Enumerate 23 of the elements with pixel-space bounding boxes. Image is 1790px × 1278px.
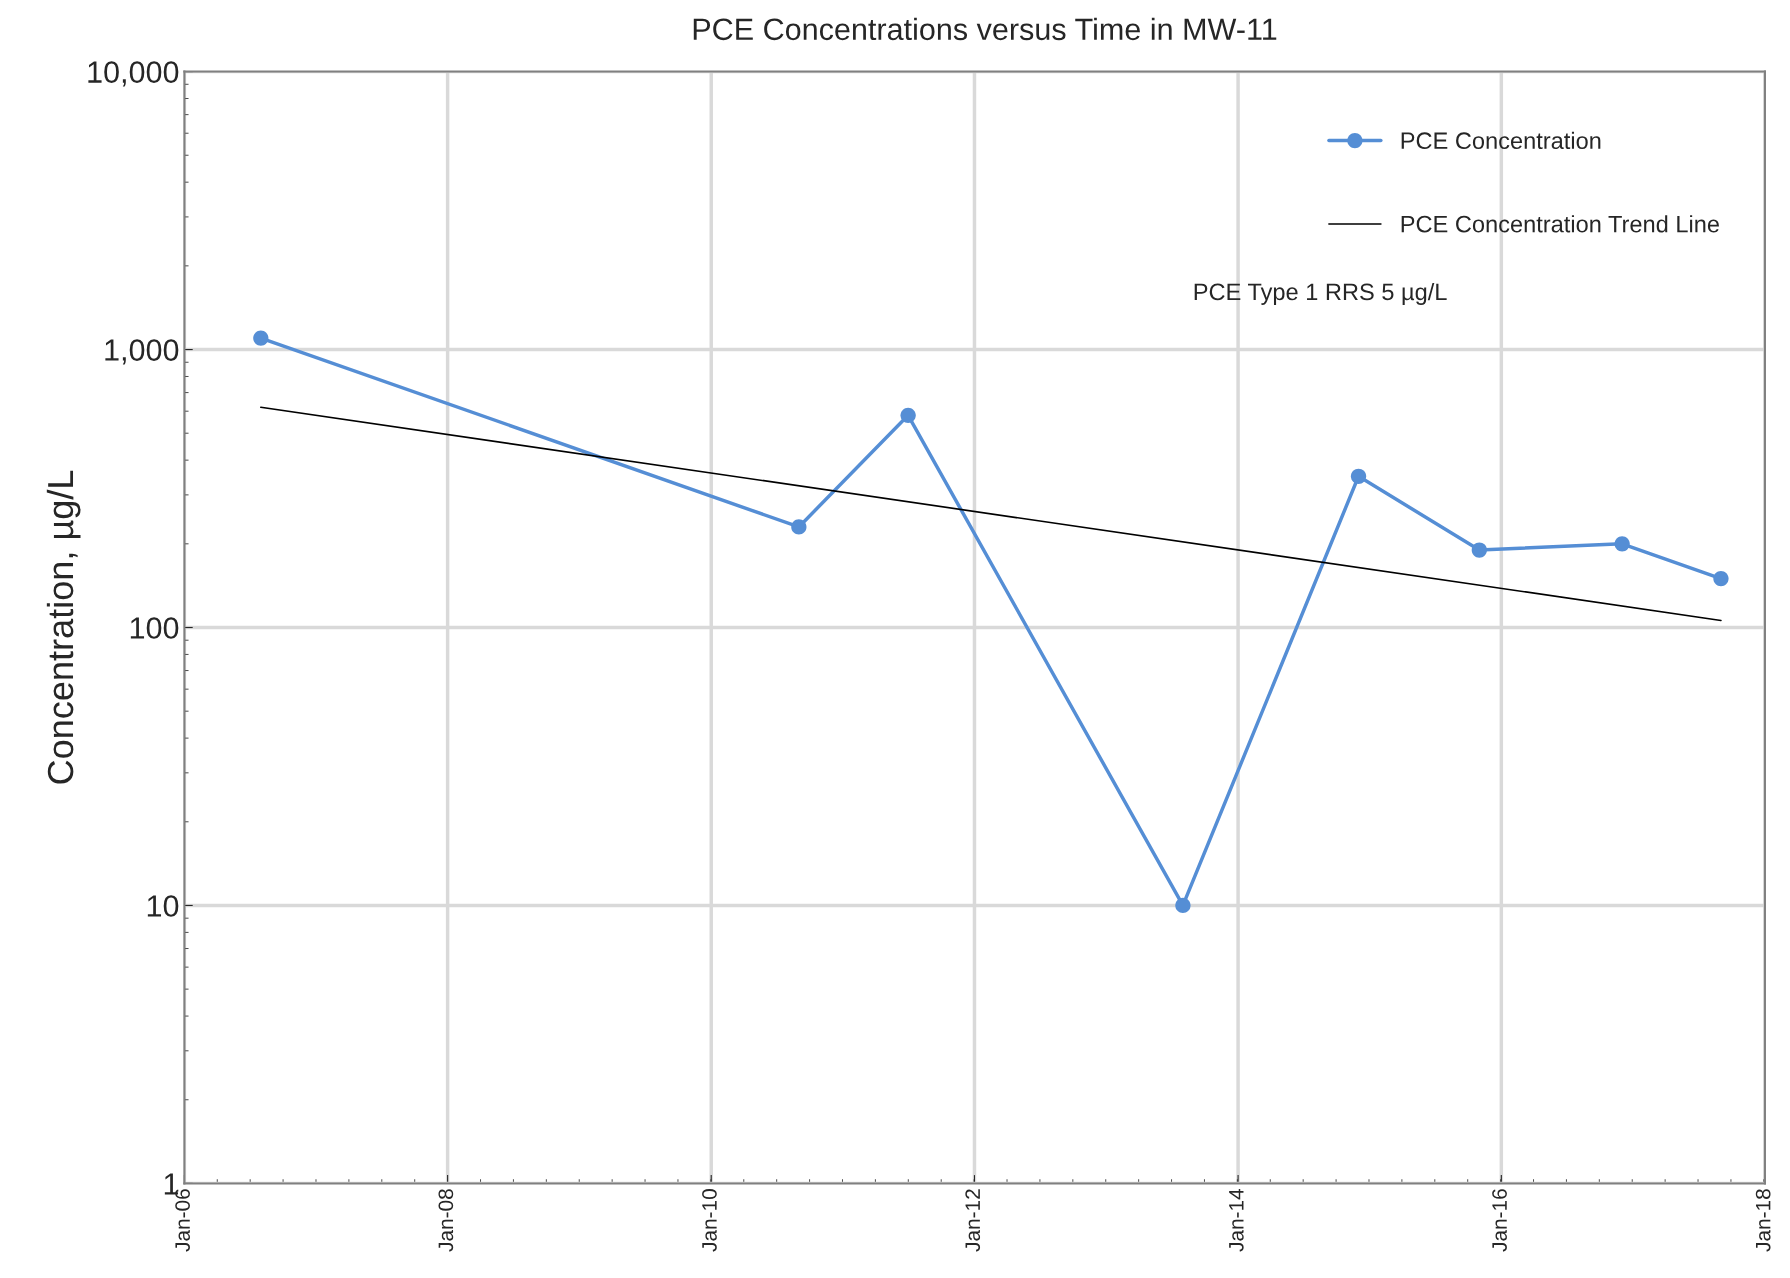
y-tick-label: 1,000 xyxy=(105,339,179,365)
point xyxy=(253,330,269,346)
y-axis-title: Concentration, µg/L xyxy=(46,470,81,784)
x-tick-label: Jan-10 xyxy=(702,1189,717,1252)
x-tick-label: Jan-08 xyxy=(438,1189,454,1252)
y-tick-label: 10,000 xyxy=(88,61,179,87)
annotation: PCE Type 1 RRS 5 µg/L xyxy=(1194,282,1447,305)
x-tick-label: Jan-14 xyxy=(1229,1188,1244,1252)
legend-label: PCE Concentration xyxy=(1401,131,1601,150)
point xyxy=(791,519,807,535)
point xyxy=(900,407,916,423)
point xyxy=(1614,536,1630,552)
y-tick-label: 100 xyxy=(130,617,179,639)
x-tick-label: Jan-18 xyxy=(1755,1189,1771,1252)
point xyxy=(1713,570,1729,587)
x-tick-label: Jan-16 xyxy=(1492,1189,1507,1252)
point xyxy=(1175,897,1191,914)
point xyxy=(1471,542,1487,558)
chart-title: PCE Concentrations versus Time in MW-11 xyxy=(693,17,1277,41)
x-tick-label: Jan-12 xyxy=(965,1189,981,1252)
point xyxy=(1350,468,1367,484)
y-tick-label: 10 xyxy=(147,895,179,917)
legend-label: PCE Concentration Trend Line xyxy=(1401,215,1719,233)
